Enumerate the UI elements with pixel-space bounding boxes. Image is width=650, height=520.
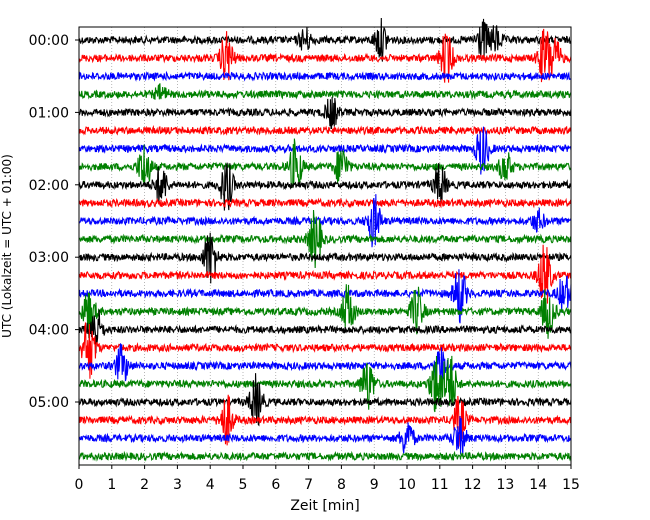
y-tick-label: 03:00	[29, 250, 69, 266]
trace-row-6	[78, 126, 572, 175]
trace-row-1	[78, 28, 572, 83]
trace-row-2	[78, 70, 572, 82]
trace-row-3	[78, 83, 572, 101]
trace-row-5	[78, 124, 572, 136]
trace-row-22	[78, 416, 572, 456]
x-tick-label: 15	[562, 477, 580, 493]
trace-row-4	[78, 97, 572, 129]
x-axis-label: Zeit [min]	[290, 498, 359, 514]
x-tick-label: 8	[337, 477, 346, 493]
x-tick-label: 13	[496, 477, 514, 493]
x-tick-label: 3	[173, 477, 182, 493]
plot-frame	[78, 26, 572, 466]
x-tick-label: 10	[398, 477, 416, 493]
x-tick-label: 11	[431, 477, 449, 493]
trace-row-17	[78, 322, 572, 379]
trace-row-8	[78, 162, 572, 211]
x-tick-label: 6	[271, 477, 280, 493]
y-tick-label: 05:00	[29, 395, 69, 411]
trace-row-18	[78, 343, 572, 383]
trace-row-23	[78, 450, 572, 462]
x-tick-label: 9	[370, 477, 379, 493]
trace-row-0	[78, 18, 572, 62]
y-tick-label: 01:00	[29, 105, 69, 121]
y-tick-label: 04:00	[29, 323, 69, 339]
y-axis-label: UTC (Lokalzeit = UTC + 01:00)	[0, 154, 14, 338]
y-axis: 00:00 01:00 02:00 03:00 04:00 05:00	[29, 33, 79, 411]
x-tick-label: 12	[464, 477, 482, 493]
trace-row-11	[78, 209, 572, 269]
x-tick-label: 14	[529, 477, 547, 493]
x-axis: 0 1 2 3 4 5 6 7 8 9 10 11 12 13 14 15	[75, 465, 580, 493]
trace-row-15	[78, 284, 572, 339]
seismogram-traces	[78, 18, 572, 462]
x-tick-label: 1	[107, 477, 116, 493]
x-tick-label: 2	[140, 477, 149, 493]
y-tick-label: 02:00	[29, 178, 69, 194]
trace-row-19	[78, 355, 572, 413]
x-tick-label: 7	[304, 477, 313, 493]
trace-row-13	[78, 244, 572, 304]
trace-row-12	[78, 232, 572, 284]
trace-row-21	[78, 394, 572, 447]
trace-row-16	[78, 309, 572, 354]
trace-row-7	[78, 138, 572, 189]
trace-row-14	[78, 269, 572, 324]
x-tick-label: 5	[239, 477, 248, 493]
x-tick-label: 0	[75, 477, 84, 493]
y-tick-label: 00:00	[29, 33, 69, 49]
trace-row-9	[78, 197, 572, 209]
x-tick-label: 4	[206, 477, 215, 493]
trace-row-20	[78, 373, 572, 427]
trace-row-10	[78, 194, 572, 248]
